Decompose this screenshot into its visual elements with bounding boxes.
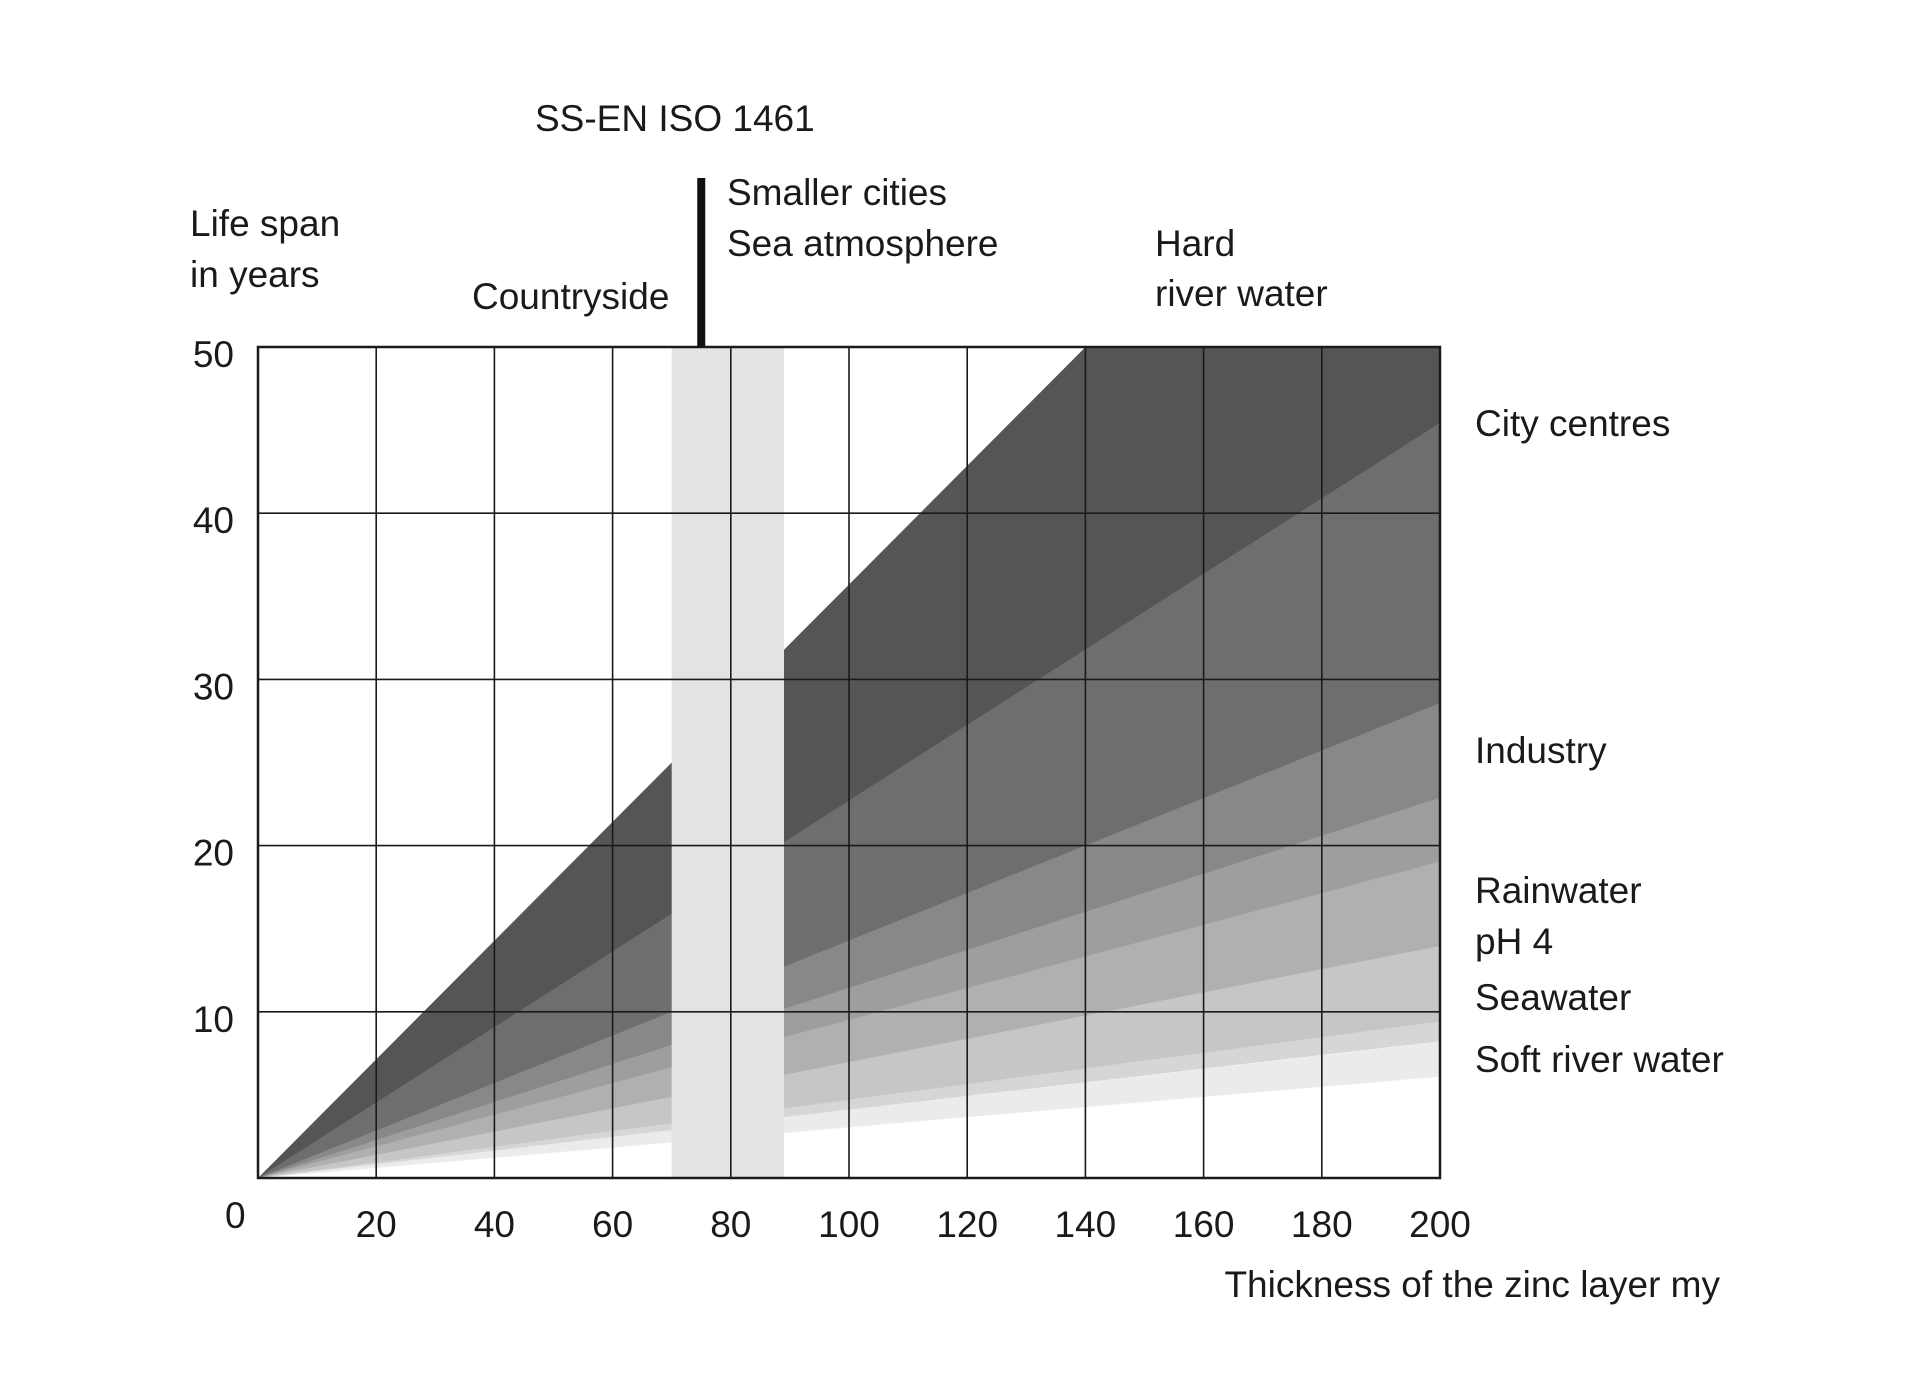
grid-lines	[258, 347, 1440, 1178]
x-tick-label-160: 160	[1173, 1204, 1235, 1245]
label-soft-river-water: Soft river water	[1475, 1039, 1724, 1080]
label-seawater: Seawater	[1475, 977, 1631, 1018]
y-tick-label-50: 50	[193, 334, 234, 375]
y-tick-label-10: 10	[193, 999, 234, 1040]
y-tick-label-40: 40	[193, 500, 234, 541]
y-tick-labels: 10 20 30 40 50	[193, 334, 234, 1040]
label-smaller-cities: Smaller cities	[727, 172, 947, 213]
label-hard: Hard	[1155, 223, 1235, 264]
x-tick-label-20: 20	[356, 1204, 397, 1245]
y-axis-label-line-2: in years	[190, 254, 320, 295]
y-axis-label-line-1: Life span	[190, 203, 340, 244]
x-tick-label-120: 120	[936, 1204, 998, 1245]
reference-band	[671, 347, 784, 1178]
x-tick-label-200: 200	[1409, 1204, 1471, 1245]
chart-title: SS-EN ISO 1461	[535, 98, 815, 139]
x-tick-label-180: 180	[1291, 1204, 1353, 1245]
plot-frame	[256, 345, 1442, 1180]
label-river-water: river water	[1155, 273, 1328, 314]
label-rainwater: Rainwater	[1475, 870, 1642, 911]
x-tick-label-40: 40	[474, 1204, 515, 1245]
origin-label: 0	[225, 1195, 246, 1236]
x-tick-labels: 20 40 60 80 100 120 140 160 180 200	[356, 1204, 1471, 1245]
x-tick-label-80: 80	[710, 1204, 751, 1245]
y-tick-label-20: 20	[193, 833, 234, 874]
label-sea-atmosphere: Sea atmosphere	[727, 223, 999, 264]
x-tick-label-60: 60	[592, 1204, 633, 1245]
y-tick-label-30: 30	[193, 666, 234, 707]
label-countryside: Countryside	[472, 276, 669, 317]
x-axis-label: Thickness of the zinc layer my	[1224, 1264, 1720, 1305]
band-soft-river-water	[258, 1041, 1440, 1178]
label-city-centres: City centres	[1475, 403, 1670, 444]
label-industry: Industry	[1475, 730, 1607, 771]
label-ph4: pH 4	[1475, 921, 1553, 962]
x-tick-label-140: 140	[1055, 1204, 1117, 1245]
x-tick-label-100: 100	[818, 1204, 880, 1245]
